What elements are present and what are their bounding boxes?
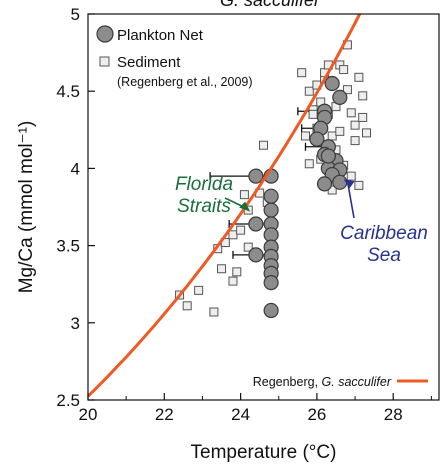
florida-arrow-head (239, 201, 251, 212)
plankton-point (324, 75, 340, 92)
caribbean-arrow-head (343, 179, 355, 189)
y-axis-label: Mg/Ca (mmol mol⁻¹) (16, 121, 37, 294)
plankton-point (248, 168, 264, 184)
sediment-point (358, 91, 368, 101)
caribbean-sea-label: Caribbean (340, 223, 428, 244)
sediment-point (358, 112, 368, 122)
y-tick-label: 3.5 (56, 237, 80, 256)
sediment-point (236, 225, 246, 235)
sediment-point (327, 131, 337, 141)
sediment-point (362, 128, 372, 138)
plankton-point (263, 302, 279, 319)
sediment-point (350, 136, 360, 146)
sediment-point (194, 285, 204, 295)
sediment-point (228, 276, 238, 286)
plankton-point (332, 89, 348, 105)
legend-sediment-marker (99, 56, 110, 67)
plankton-point (248, 216, 264, 232)
y-tick-label: 4.5 (56, 82, 80, 101)
legend-sediment-citation: (Regenberg et al., 2009) (117, 75, 253, 89)
sediment-point (300, 131, 310, 141)
sediment-point (335, 126, 345, 136)
legend-curve-label: Regenberg, G. sacculifer (253, 375, 392, 389)
sediment-point (228, 230, 238, 240)
x-tick-label: 26 (307, 405, 326, 424)
sediment-point (297, 68, 307, 78)
plot-frame (87, 13, 440, 401)
sediment-point (232, 267, 242, 277)
sediment-point (354, 180, 364, 190)
legend-plankton-label: Plankton Net (117, 27, 204, 44)
sediment-point (339, 65, 349, 75)
plankton-point (263, 202, 279, 218)
plankton-point (248, 247, 264, 263)
x-tick-label: 28 (384, 405, 403, 424)
plankton-point (316, 176, 333, 192)
florida-straits-label: Straits (177, 196, 231, 217)
sediment-point (308, 109, 318, 119)
caribbean-arrow (346, 182, 355, 219)
florida-straits-label: Florida (175, 174, 233, 195)
legend-sediment-label: Sediment (117, 54, 181, 71)
x-tick-label: 20 (79, 405, 98, 424)
y-tick-label: 3 (71, 314, 80, 333)
legend-plankton-marker (96, 25, 114, 43)
sediment-point (304, 159, 314, 169)
y-tick-label: 5 (71, 5, 80, 24)
chart-title: G. sacculifer (220, 0, 321, 10)
x-tick-label: 22 (155, 405, 174, 424)
y-tick-label: 2.5 (56, 391, 80, 410)
caribbean-sea-label: Sea (367, 245, 401, 266)
legend-curve-prefix: Regenberg, (253, 375, 322, 389)
sediment-point (239, 190, 249, 200)
plankton-point (332, 174, 348, 190)
plankton-point (263, 275, 279, 291)
y-tick-label: 4 (71, 159, 80, 178)
sediment-point (346, 171, 356, 181)
plankton-point (263, 188, 279, 204)
sediment-point (342, 85, 352, 95)
sediment-point (182, 301, 192, 311)
plankton-point (320, 148, 336, 164)
sediment-point (346, 108, 356, 118)
sediment-point (209, 307, 219, 317)
x-axis-label: Temperature (°C) (191, 442, 337, 463)
legend-curve-species: G. sacculifer (322, 375, 392, 389)
regenberg-curve (88, 14, 362, 398)
plankton-point (309, 131, 325, 147)
sediment-point (243, 242, 253, 252)
sediment-point (304, 86, 314, 96)
x-tick-label: 24 (231, 405, 250, 424)
sediment-point (217, 264, 227, 274)
sediment-point (354, 72, 364, 82)
sediment-point (350, 120, 360, 130)
sediment-point (259, 140, 268, 150)
